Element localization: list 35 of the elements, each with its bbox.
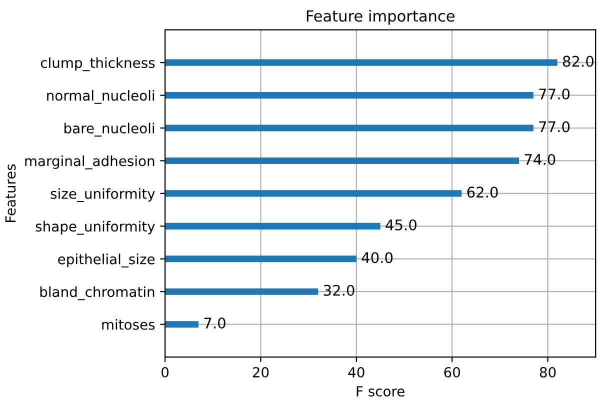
x-tick-label: 0 bbox=[162, 367, 169, 378]
y-tick-label: shape_uniformity bbox=[36, 220, 155, 235]
bar bbox=[165, 190, 462, 197]
data-label: 7.0 bbox=[204, 318, 226, 329]
y-tick-label: marginal_adhesion bbox=[25, 155, 154, 170]
bar bbox=[165, 321, 199, 328]
y-tick-label: mitoses bbox=[102, 319, 155, 330]
bar bbox=[165, 92, 534, 99]
y-tick-label: bland_chromatin bbox=[40, 286, 154, 300]
x-tick-label: 60 bbox=[444, 367, 460, 378]
x-tick-label: 20 bbox=[252, 367, 269, 378]
data-label: 82.0 bbox=[562, 56, 594, 67]
data-label: 45.0 bbox=[386, 219, 416, 230]
chart-title: Feature importance bbox=[306, 10, 454, 25]
bar bbox=[165, 157, 520, 164]
y-tick-label: epithelial_size bbox=[58, 254, 155, 268]
data-label: 62.0 bbox=[467, 186, 498, 198]
y-tick-label: normal_nucleoli bbox=[47, 90, 154, 104]
data-label: 77.0 bbox=[539, 88, 570, 100]
y-tick-label: clump_thickness bbox=[40, 57, 155, 72]
x-tick-label: 80 bbox=[540, 367, 556, 378]
x-tick-label: 40 bbox=[348, 367, 364, 378]
data-label: 74.0 bbox=[524, 154, 556, 165]
data-label: 77.0 bbox=[539, 121, 570, 132]
x-axis-title: F score bbox=[356, 386, 404, 397]
y-axis-title: Features bbox=[5, 164, 16, 222]
data-label: 40.0 bbox=[362, 252, 393, 264]
bar bbox=[165, 288, 318, 295]
bar bbox=[165, 124, 534, 132]
bar bbox=[165, 59, 558, 66]
bar bbox=[165, 222, 380, 230]
y-tick-label: size_uniformity bbox=[50, 188, 155, 202]
data-label: 32.0 bbox=[324, 284, 354, 296]
bar bbox=[165, 256, 356, 262]
y-tick-label: bare_nucleoli bbox=[64, 122, 154, 137]
